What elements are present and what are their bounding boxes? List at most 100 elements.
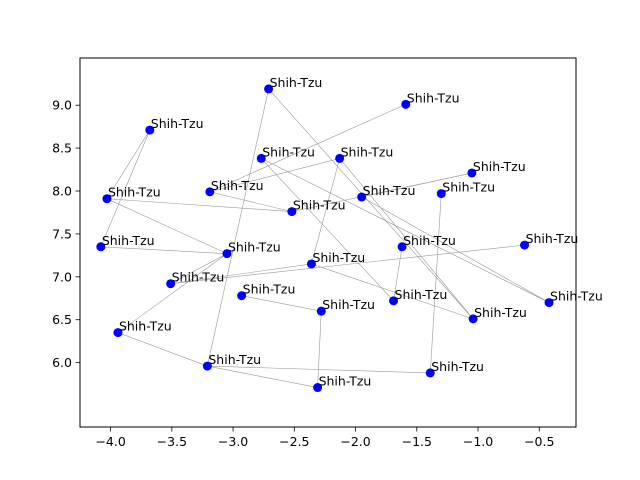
edge-6	[311, 158, 340, 265]
data-point-11	[520, 240, 530, 250]
x-tick-label-1: −3.5	[157, 434, 187, 449]
point-label-14: Shih-Tzu	[228, 240, 281, 255]
data-point-10	[287, 207, 297, 217]
data-point-20	[316, 306, 326, 316]
data-point-6	[205, 187, 215, 197]
data-point-4	[335, 153, 345, 163]
y-tick-label-5: 8.5	[52, 141, 72, 156]
edge-19	[117, 253, 228, 333]
x-tick-label-7: −0.5	[524, 434, 554, 449]
point-label-13: Shih-Tzu	[102, 233, 155, 248]
data-point-16	[166, 279, 176, 289]
y-axis: 6.0 6.5 7.0 7.5 8.0 8.5 9.0	[52, 98, 80, 370]
edge-4	[261, 158, 394, 302]
edge-17	[393, 246, 403, 301]
x-axis: −4.0 −3.5 −3.0 −2.5 −2.0 −1.5 −1.0 −0.5	[95, 427, 554, 449]
point-label-12: Shih-Tzu	[403, 233, 456, 248]
x-tick-label-6: −1.0	[463, 434, 493, 449]
edge-20	[170, 263, 312, 284]
point-label-4: Shih-Tzu	[341, 144, 394, 159]
data-point-23	[202, 361, 212, 371]
edge-2	[209, 104, 406, 193]
point-label-21: Shih-Tzu	[474, 305, 527, 320]
data-point-18	[389, 296, 399, 306]
y-tick-label-1: 6.5	[52, 312, 72, 327]
edge-24	[117, 332, 208, 367]
data-point-1	[401, 99, 411, 109]
x-tick-label-3: −2.5	[279, 434, 309, 449]
point-label-7: Shih-Tzu	[442, 180, 495, 195]
y-tick-label-4: 8.0	[52, 184, 72, 199]
point-label-20: Shih-Tzu	[322, 297, 375, 312]
point-label-15: Shih-Tzu	[312, 250, 365, 265]
point-label-10: Shih-Tzu	[293, 198, 346, 213]
x-tick-label-2: −3.0	[218, 434, 248, 449]
edge-12	[361, 196, 550, 303]
y-tick-label-3: 7.5	[52, 226, 72, 241]
x-tick-label-5: −1.5	[402, 434, 432, 449]
edge-28	[311, 263, 474, 320]
point-label-layer: Shih-Tzu Shih-Tzu Shih-Tzu Shih-Tzu Shih-Tzu…	[102, 75, 603, 389]
data-point-13	[96, 242, 106, 252]
edge-5	[261, 158, 550, 303]
data-point-12	[397, 242, 407, 252]
edge-23	[317, 311, 322, 388]
point-label-2: Shih-Tzu	[151, 116, 204, 131]
y-tick-label-2: 7.0	[52, 269, 72, 284]
point-label-16: Shih-Tzu	[172, 270, 225, 285]
point-label-9: Shih-Tzu	[108, 185, 161, 200]
data-point-8	[357, 192, 367, 202]
plot-background	[80, 58, 576, 427]
point-label-0: Shih-Tzu	[270, 75, 323, 90]
plot-frame	[79, 57, 577, 428]
edge-11	[429, 193, 442, 373]
edge-13	[106, 198, 292, 212]
data-point-9	[102, 194, 112, 204]
point-label-24: Shih-Tzu	[431, 359, 484, 374]
data-point-21	[468, 314, 478, 324]
data-point-2	[145, 125, 155, 135]
point-label-3: Shih-Tzu	[262, 144, 315, 159]
point-label-22: Shih-Tzu	[119, 319, 172, 334]
data-point-24	[425, 368, 435, 378]
edge-21	[170, 253, 228, 284]
data-point-0	[264, 84, 274, 94]
point-label-5: Shih-Tzu	[473, 159, 526, 174]
edge-7	[339, 158, 474, 320]
x-tick-label-4: −2.0	[340, 434, 370, 449]
point-label-1: Shih-Tzu	[407, 90, 460, 105]
edge-18	[100, 246, 227, 254]
edge-25	[207, 365, 431, 374]
edge-1	[268, 88, 474, 320]
edge-26	[207, 365, 318, 388]
data-point-22	[113, 328, 123, 338]
data-point-7	[436, 189, 446, 199]
y-tick-label-6: 9.0	[52, 98, 72, 113]
point-label-6: Shih-Tzu	[211, 178, 264, 193]
edge-9	[291, 172, 472, 212]
point-label-17: Shih-Tzu	[243, 282, 296, 297]
data-point-5	[467, 168, 477, 178]
data-point-17	[237, 291, 247, 301]
point-layer	[96, 84, 554, 393]
edge-27	[100, 129, 151, 247]
data-point-19	[544, 298, 554, 308]
point-label-25: Shih-Tzu	[319, 374, 372, 389]
edge-14	[106, 198, 228, 254]
edge-16	[170, 244, 525, 284]
point-label-8: Shih-Tzu	[363, 183, 416, 198]
data-point-25	[313, 383, 323, 393]
edge-10	[209, 158, 340, 193]
edge-layer	[100, 88, 550, 388]
data-point-14	[222, 249, 232, 259]
x-tick-label-0: −4.0	[95, 434, 125, 449]
point-label-23: Shih-Tzu	[208, 352, 261, 367]
edge-0	[207, 88, 269, 367]
point-label-18: Shih-Tzu	[395, 287, 448, 302]
data-point-15	[306, 259, 316, 269]
edge-15	[209, 191, 292, 212]
edge-3	[106, 129, 151, 199]
point-label-11: Shih-Tzu	[526, 231, 579, 246]
data-point-3	[256, 153, 266, 163]
